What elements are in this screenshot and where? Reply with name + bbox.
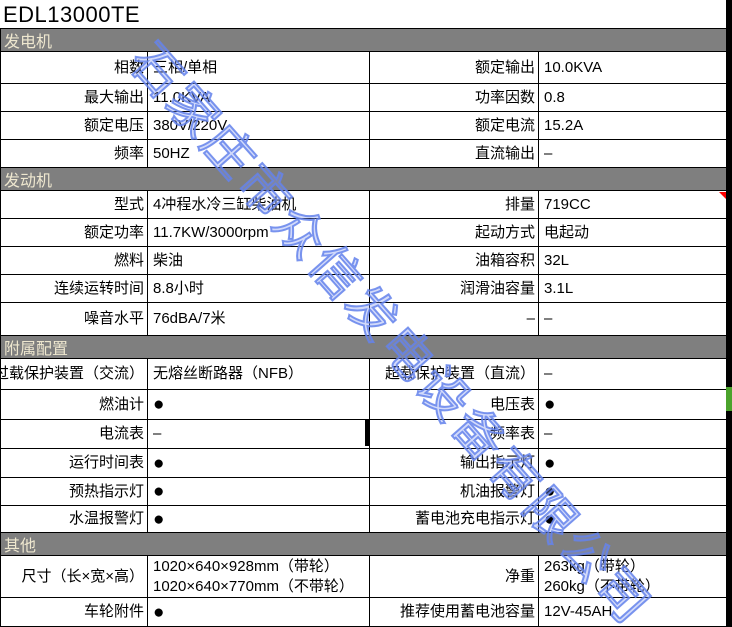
table-row: 频率 50HZ 直流输出 – <box>1 140 727 168</box>
selection-fill-handle-marker <box>726 387 732 411</box>
spec-value: 3.1L <box>544 279 574 297</box>
spec-label: 额定功率 <box>1 219 148 246</box>
spec-label: 燃油计 <box>1 390 148 419</box>
table-row: 预热指示灯 ● 机油报警灯 ● <box>1 478 727 506</box>
spec-label: 最大输出 <box>1 84 148 111</box>
spec-value: 电起动 <box>544 223 590 241</box>
table-row: 运行时间表 ● 输出指示灯 ● <box>1 449 727 478</box>
spec-label: 起动方式 <box>370 219 539 246</box>
spec-label: – <box>370 303 539 335</box>
spec-value: 380V/220V <box>148 112 370 139</box>
table-row: 型式 4冲程水冷三缸柴油机 排量 719CC <box>1 191 727 219</box>
table-row: 过载保护装置（交流） 无熔丝断路器（NFB） 超载保护装置（直流） – <box>1 359 727 390</box>
table-row: 连续运转时间 8.8小时 润滑油容量 3.1L <box>1 275 727 303</box>
spec-value: ● <box>148 390 370 419</box>
spec-value: ● <box>544 481 556 502</box>
spec-label: 直流输出 <box>370 140 539 167</box>
spec-value: 10.0KVA <box>544 58 603 76</box>
table-row: 水温报警灯 ● 蓄电池充电指示灯 ● <box>1 506 727 533</box>
page-title: EDL13000TE <box>3 2 141 27</box>
table-row: 最大输出 11.0KVA 功率因数 0.8 <box>1 84 727 112</box>
spec-value: 柴油 <box>148 247 370 274</box>
spec-value: 4冲程水冷三缸柴油机 <box>148 191 370 218</box>
spec-value: 32L <box>544 251 570 269</box>
comment-marker-icon <box>719 192 726 199</box>
spec-value: – <box>544 144 553 162</box>
spec-label: 型式 <box>1 191 148 218</box>
table-row: 燃料 柴油 油箱容积 32L <box>1 247 727 275</box>
spec-value: 12V-45AH <box>544 603 613 620</box>
spec-label: 尺寸（长×宽×高） <box>1 556 148 597</box>
spec-label: 机油报警灯 <box>370 478 539 505</box>
spec-value: 11.7KW/3000rpm <box>148 219 370 246</box>
section-header: 其他 <box>1 533 727 556</box>
spec-label: 油箱容积 <box>370 247 539 274</box>
table-row: 车轮附件 ● 推荐使用蓄电池容量 12V-45AH <box>1 598 727 627</box>
spec-value: 0.8 <box>544 88 565 106</box>
spec-label: 推荐使用蓄电池容量 <box>370 598 539 626</box>
spec-value: 263kg（带轮） 260kg（不带轮） <box>544 557 660 595</box>
spec-value: ● <box>148 478 370 505</box>
spec-label: 过载保护装置（交流） <box>1 359 148 389</box>
spec-label: 车轮附件 <box>1 598 148 626</box>
spec-label: 额定电压 <box>1 112 148 139</box>
spec-value: 719CC <box>544 195 591 213</box>
spec-table: 发电机 相数 三相/单相 额定输出 10.0KVA 最大输出 11.0KVA 功率因数 0.8 额… <box>0 28 727 627</box>
spec-label: 排量 <box>370 191 539 218</box>
spec-value: 76dBA/7米 <box>148 303 370 335</box>
spec-value: – <box>544 310 553 327</box>
section-header: 发动机 <box>1 168 727 191</box>
spec-label: 电流表 <box>1 420 148 448</box>
table-row: 相数 三相/单相 额定输出 10.0KVA <box>1 52 727 84</box>
spec-value: ● <box>148 598 370 626</box>
table-row: 额定电压 380V/220V 额定电流 15.2A <box>1 112 727 140</box>
spec-label: 润滑油容量 <box>370 275 539 302</box>
spec-value: – <box>148 420 370 448</box>
spec-value: ● <box>148 449 370 477</box>
spec-label: 运行时间表 <box>1 449 148 477</box>
spec-value: 无熔丝断路器（NFB） <box>148 359 370 389</box>
spec-value: – <box>544 425 553 442</box>
spec-value: ● <box>544 508 556 530</box>
right-border-band <box>726 0 732 627</box>
spec-label: 功率因数 <box>370 84 539 111</box>
spec-label: 输出指示灯 <box>370 449 539 477</box>
spec-label: 额定输出 <box>370 52 539 83</box>
spec-label: 相数 <box>1 52 148 83</box>
spec-value: 8.8小时 <box>148 275 370 302</box>
spec-label: 预热指示灯 <box>1 478 148 505</box>
table-row: 噪音水平 76dBA/7米 – – <box>1 303 727 336</box>
spec-value: – <box>544 365 553 382</box>
spec-label: 净重 <box>370 556 539 597</box>
table-row: 电流表 – 频率表 – <box>1 420 727 449</box>
spec-label: 频率 <box>1 140 148 167</box>
spec-value: ● <box>544 394 556 415</box>
spec-value: 1020×640×928mm（带轮） 1020×640×770mm（不带轮） <box>148 556 370 597</box>
spec-label: 连续运转时间 <box>1 275 148 302</box>
spec-label: 水温报警灯 <box>1 506 148 532</box>
spec-label: 频率表 <box>370 420 539 448</box>
table-row: 尺寸（长×宽×高） 1020×640×928mm（带轮） 1020×640×770… <box>1 556 727 598</box>
spec-label: 电压表 <box>370 390 539 419</box>
spec-label: 额定电流 <box>370 112 539 139</box>
section-header: 附属配置 <box>1 336 727 359</box>
table-row: 燃油计 ● 电压表 ● <box>1 390 727 420</box>
spec-value: 50HZ <box>148 140 370 167</box>
spec-label: 超载保护装置（直流） <box>370 359 539 389</box>
spec-label: 蓄电池充电指示灯 <box>370 506 539 532</box>
section-header: 发电机 <box>1 29 727 52</box>
spec-value: 15.2A <box>544 116 584 134</box>
table-row: 额定功率 11.7KW/3000rpm 起动方式 电起动 <box>1 219 727 247</box>
spec-value: 三相/单相 <box>148 52 370 83</box>
spec-value: ● <box>544 452 556 474</box>
divider-smudge <box>365 419 370 446</box>
spec-label: 噪音水平 <box>1 303 148 335</box>
spec-label: 燃料 <box>1 247 148 274</box>
spec-value: ● <box>148 506 370 532</box>
spec-value: 11.0KVA <box>148 84 370 111</box>
